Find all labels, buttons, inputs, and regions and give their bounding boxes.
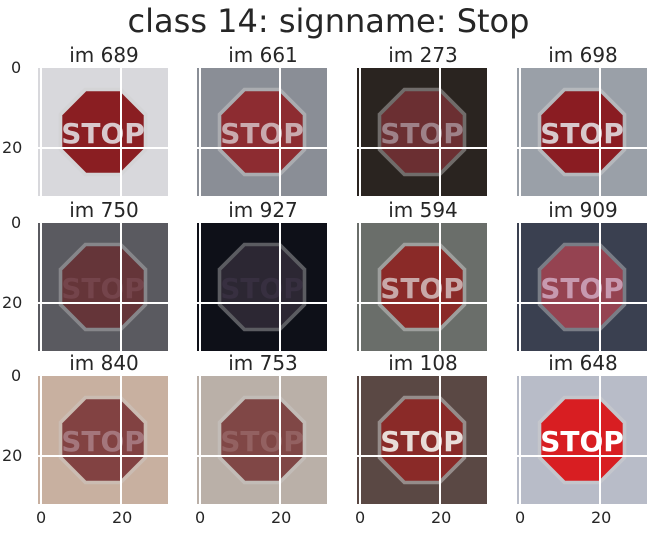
stop-sign-image: STOP	[517, 376, 647, 504]
x-tick-label: 0	[515, 508, 526, 527]
svg-text:STOP: STOP	[540, 272, 624, 305]
x-tick-label: 0	[36, 508, 47, 527]
panel-title: im 594	[388, 198, 458, 222]
stop-sign-image: STOP	[38, 223, 168, 351]
svg-text:STOP: STOP	[61, 425, 145, 458]
panel-title: im 840	[69, 351, 139, 375]
stop-sign-image: STOP	[38, 376, 168, 504]
stop-sign-image: STOP	[517, 68, 647, 196]
x-tick-label: 20	[431, 508, 452, 527]
svg-text:STOP: STOP	[380, 117, 464, 150]
panel-title: im 698	[548, 43, 618, 67]
stop-sign-image: STOP	[357, 376, 487, 504]
svg-text:STOP: STOP	[540, 425, 624, 458]
panel-title: im 108	[388, 351, 458, 375]
x-tick-label: 20	[591, 508, 612, 527]
panel-title: im 909	[548, 198, 618, 222]
x-tick-label: 20	[112, 508, 133, 527]
stop-sign-image: STOP	[517, 223, 647, 351]
stop-sign-image: STOP	[38, 68, 168, 196]
stop-sign-image: STOP	[197, 376, 327, 504]
svg-text:STOP: STOP	[220, 272, 304, 305]
panel-title: im 273	[388, 43, 458, 67]
svg-text:STOP: STOP	[61, 272, 145, 305]
x-tick-label: 0	[355, 508, 366, 527]
y-tick-label: 20	[2, 446, 23, 465]
stop-sign-image: STOP	[357, 223, 487, 351]
panel-title: im 661	[228, 43, 298, 67]
panel-title: im 753	[228, 351, 298, 375]
panel-title: im 750	[69, 198, 139, 222]
panel-title: im 927	[228, 198, 298, 222]
y-tick-label: 20	[2, 293, 23, 312]
stop-sign-image: STOP	[197, 68, 327, 196]
y-tick-label: 20	[2, 138, 23, 157]
svg-text:STOP: STOP	[61, 117, 145, 150]
y-tick-label: 0	[11, 213, 22, 232]
panel-title: im 648	[548, 351, 618, 375]
x-tick-label: 20	[271, 508, 292, 527]
svg-text:STOP: STOP	[220, 117, 304, 150]
svg-text:STOP: STOP	[220, 425, 304, 458]
y-tick-label: 0	[11, 58, 22, 77]
stop-sign-image: STOP	[357, 68, 487, 196]
svg-text:STOP: STOP	[540, 117, 624, 150]
figure-title: class 14: signname: Stop	[127, 2, 530, 40]
stop-sign-image: STOP	[197, 223, 327, 351]
svg-text:STOP: STOP	[380, 425, 464, 458]
x-tick-label: 0	[195, 508, 206, 527]
panel-title: im 689	[69, 43, 139, 67]
svg-text:STOP: STOP	[380, 272, 464, 305]
y-tick-label: 0	[11, 366, 22, 385]
